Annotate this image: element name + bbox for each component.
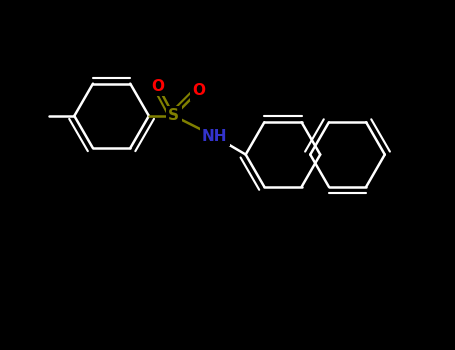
Text: S: S [168,108,179,124]
Text: O: O [192,83,205,98]
Text: O: O [152,79,164,94]
Text: NH: NH [202,129,228,144]
